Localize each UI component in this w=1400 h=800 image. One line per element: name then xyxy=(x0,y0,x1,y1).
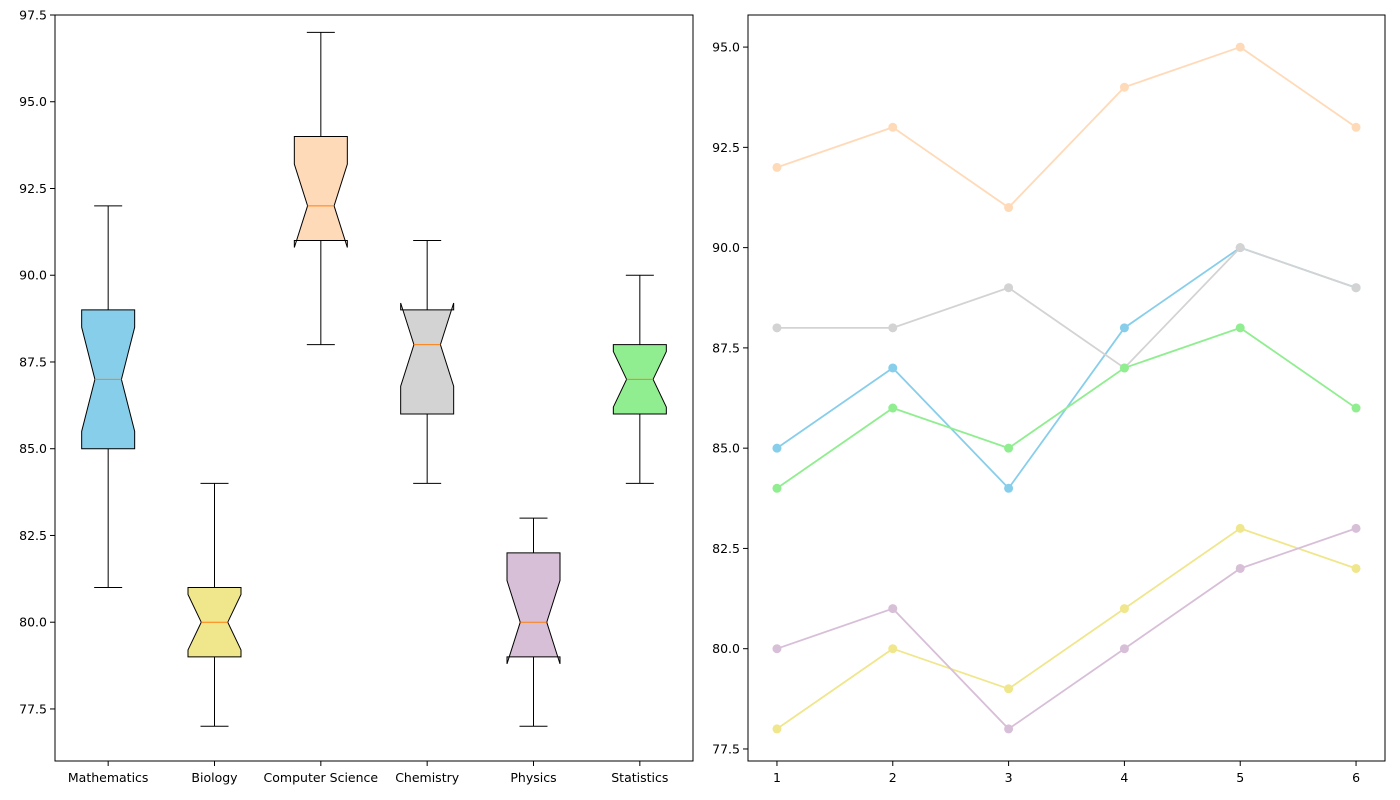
series-point-2 xyxy=(1119,604,1129,614)
series-point-5 xyxy=(772,644,782,654)
x-tick-label: 5 xyxy=(1236,770,1244,785)
y-tick-label: 80.0 xyxy=(19,615,47,630)
series-point-3 xyxy=(772,162,782,172)
series-point-4 xyxy=(1351,283,1361,293)
series-point-4 xyxy=(1235,243,1245,253)
series-point-5 xyxy=(1351,523,1361,533)
series-point-1 xyxy=(888,363,898,373)
y-tick-label: 82.5 xyxy=(19,528,47,543)
box-chemistry xyxy=(400,302,455,415)
series-point-6 xyxy=(1004,443,1014,453)
x-tick-label: 3 xyxy=(1005,770,1013,785)
series-point-3 xyxy=(1004,203,1014,213)
series-point-3 xyxy=(1351,122,1361,132)
y-tick-label: 85.0 xyxy=(19,441,47,456)
series-point-1 xyxy=(1119,323,1129,333)
y-tick-label: 92.5 xyxy=(19,181,47,196)
series-point-5 xyxy=(1235,563,1245,573)
y-tick-label: 92.5 xyxy=(712,140,740,155)
series-point-6 xyxy=(1119,363,1129,373)
y-tick-label: 97.5 xyxy=(19,8,47,23)
y-tick-label: 87.5 xyxy=(19,354,47,369)
y-tick-label: 90.0 xyxy=(19,268,47,283)
series-point-2 xyxy=(888,644,898,654)
series-point-1 xyxy=(1004,483,1014,493)
x-tick-label: Computer Science xyxy=(264,770,379,785)
series-point-3 xyxy=(1235,42,1245,52)
box-physics xyxy=(506,552,561,664)
y-tick-label: 95.0 xyxy=(712,40,740,55)
series-line-6 xyxy=(776,326,1357,490)
y-tick-label: 77.5 xyxy=(19,701,47,716)
series-line-3 xyxy=(776,46,1357,209)
y-tick-label: 95.0 xyxy=(19,94,47,109)
y-tick-label: 80.0 xyxy=(712,641,740,656)
series-point-4 xyxy=(888,323,898,333)
x-tick-label: Mathematics xyxy=(68,770,149,785)
box-plot-frame xyxy=(54,14,694,762)
y-tick-label: 90.0 xyxy=(712,240,740,255)
series-point-2 xyxy=(772,724,782,734)
series-point-3 xyxy=(1119,82,1129,92)
x-tick-label: Statistics xyxy=(611,770,668,785)
series-point-2 xyxy=(1351,563,1361,573)
line-plot-panel: 77.5 80.0 82.5 85.0 87.5 90.0 92.5 95.0 1 2 3 4 5 6 xyxy=(712,14,1386,785)
y-tick-label: 82.5 xyxy=(712,541,740,556)
series-point-5 xyxy=(1119,644,1129,654)
line-plot-frame xyxy=(747,14,1386,762)
series-line-5 xyxy=(776,527,1357,731)
x-tick-label: 6 xyxy=(1352,770,1360,785)
y-tick-label: 77.5 xyxy=(712,741,740,756)
x-tick-label: Chemistry xyxy=(395,770,460,785)
series-point-6 xyxy=(888,403,898,413)
series-point-5 xyxy=(888,604,898,614)
series-point-1 xyxy=(772,443,782,453)
y-tick-label: 85.0 xyxy=(712,441,740,456)
x-tick-label: 4 xyxy=(1120,770,1128,785)
box-computer-science xyxy=(293,135,348,248)
series-point-4 xyxy=(1004,283,1014,293)
series-point-2 xyxy=(1235,523,1245,533)
y-tick-label: 87.5 xyxy=(712,340,740,355)
series-point-4 xyxy=(772,323,782,333)
box-plot-area xyxy=(55,15,693,761)
series-point-3 xyxy=(888,122,898,132)
series-line-4 xyxy=(776,246,1357,370)
series-point-6 xyxy=(1351,403,1361,413)
series-point-2 xyxy=(1004,684,1014,694)
x-tick-label: 2 xyxy=(889,770,897,785)
series-point-6 xyxy=(1235,323,1245,333)
box-plot-panel: 77.5 80.0 82.5 85.0 87.5 90.0 92.5 95.0 97.5 Math… xyxy=(19,8,694,785)
x-tick-label: 1 xyxy=(773,770,781,785)
line-plot-area xyxy=(748,15,1385,761)
x-tick-label: Physics xyxy=(510,770,556,785)
series-point-5 xyxy=(1004,724,1014,734)
series-line-2 xyxy=(776,527,1357,730)
x-tick-label: Biology xyxy=(191,770,238,785)
series-point-6 xyxy=(772,483,782,493)
